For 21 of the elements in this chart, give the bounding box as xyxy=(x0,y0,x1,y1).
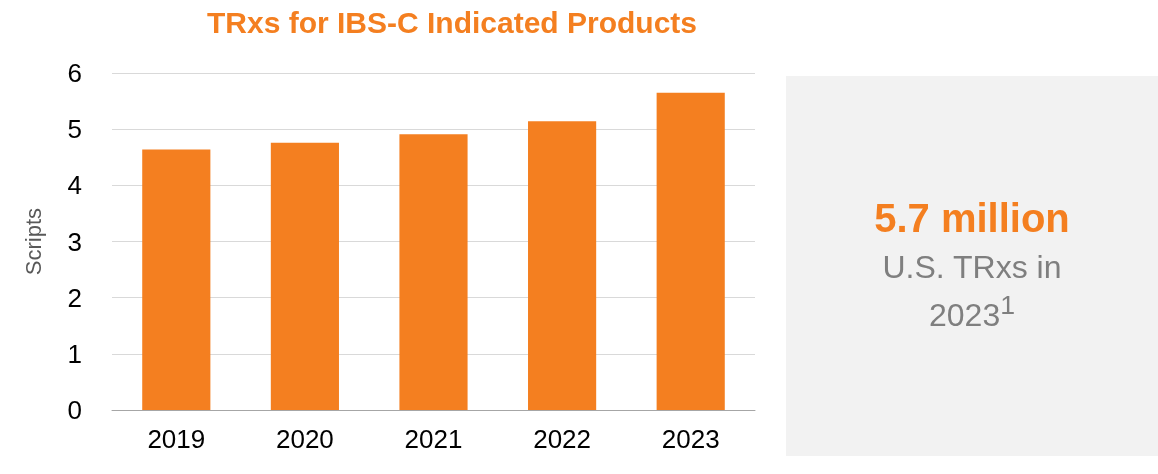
x-tick-label: 2022 xyxy=(533,424,592,454)
x-tick-label: 2020 xyxy=(275,424,334,454)
y-tick-label: 1 xyxy=(67,338,82,369)
bar xyxy=(270,142,339,410)
bar xyxy=(399,134,468,410)
bar xyxy=(528,121,597,410)
bar xyxy=(142,149,211,410)
y-tick-label: 0 xyxy=(67,395,82,425)
text: 5.7 million xyxy=(874,195,1070,241)
x-tick-label: 2021 xyxy=(404,424,463,454)
chart-title: TRxs for IBS-C Indicated Products xyxy=(206,5,698,39)
text: U.S. TRxs in 2023$^{1}$ xyxy=(881,247,1063,335)
y-tick-label: 3 xyxy=(67,226,82,257)
y-tick-label: 6 xyxy=(67,58,82,88)
y-tick-label: 5 xyxy=(67,114,82,145)
y-axis-title: Scripts xyxy=(20,207,46,276)
y-tick-label: 2 xyxy=(67,282,82,313)
bar xyxy=(656,92,725,410)
x-tick-label: 2019 xyxy=(147,424,206,454)
y-tick-label: 4 xyxy=(67,170,82,201)
x-tick-label: 2023 xyxy=(661,424,720,454)
